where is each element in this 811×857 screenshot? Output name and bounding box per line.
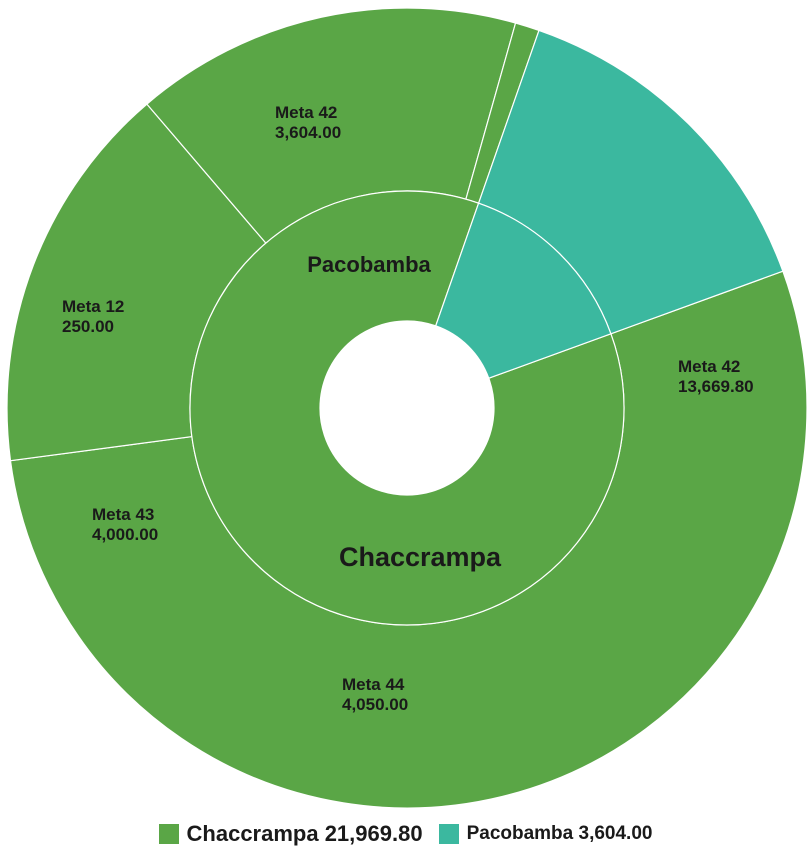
legend: Chaccrampa 21,969.80 Pacobamba 3,604.00: [0, 814, 811, 854]
legend-swatch: [158, 824, 179, 844]
outer-segment-label: Meta 12 250.00: [62, 297, 124, 336]
legend-item-chaccrampa: Chaccrampa 21,969.80: [158, 821, 423, 847]
legend-item-pacobamba: Pacobamba 3,604.00: [438, 823, 653, 845]
segment-labels: Meta 42 3,604.00 Meta 42 13,669.80 Meta 44 4,…: [62, 103, 754, 714]
outer-segment-label: Meta 43 4,000.00: [92, 505, 158, 544]
sunburst-chart: Meta 42 3,604.00 Meta 42 13,669.80 Meta 44 4,…: [6, 7, 808, 809]
outer-ring: [6, 7, 808, 809]
legend-label: Chaccrampa 21,969.80: [186, 821, 423, 846]
legend-swatch: [438, 824, 459, 844]
outer-segment-label: Meta 42 3,604.00: [275, 103, 341, 142]
inner-segment-label: Pacobamba: [307, 252, 431, 277]
outer-segment-label: Meta 42 13,669.80: [678, 357, 754, 396]
legend-label: Pacobamba 3,604.00: [466, 823, 653, 844]
center-hole: [320, 321, 494, 495]
inner-segment-label: Chaccrampa: [339, 542, 502, 572]
outer-segment-label: Meta 44 4,050.00: [342, 675, 408, 714]
